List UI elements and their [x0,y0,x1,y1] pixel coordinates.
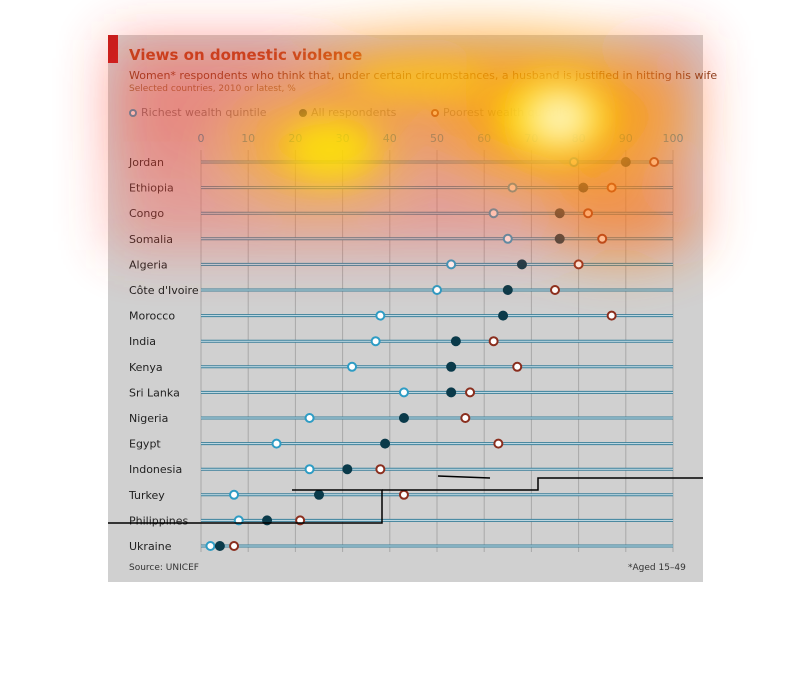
all-point-c-te-d-ivoire [502,285,513,295]
poorest-point-congo [583,208,594,219]
richest-point-nigeria [304,413,315,423]
country-label: Somalia [129,233,173,246]
country-label: Turkey [128,489,165,502]
footnote: *Aged 15–49 [628,563,686,573]
poorest-point-somalia [597,233,608,244]
x-tick-label: 30 [336,132,350,145]
all-point-india [450,336,461,347]
richest-point-india [370,336,381,347]
richest-point-algeria [446,259,457,270]
richest-point-indonesia [304,464,315,475]
x-tick-label: 40 [383,132,397,145]
poorest-point-sri-lanka [465,387,476,398]
poorest-point-kenya [512,361,523,372]
richest-point-ethiopia [507,182,518,193]
x-tick-label: 20 [288,132,302,145]
poorest-point-turkey [398,489,409,500]
all-point-congo [554,208,565,219]
country-label: Côte d'Ivoire [129,284,199,297]
richest-point-philippines [233,515,244,526]
all-point-philippines [262,515,273,526]
all-point-morocco [498,310,509,321]
poorest-point-philippines [295,515,306,526]
source-note: Source: UNICEF [129,563,199,573]
richest-point-sri-lanka [398,387,409,398]
country-label: Philippines [129,514,189,527]
x-tick-label: 50 [430,132,444,145]
x-tick-label: 0 [198,132,205,145]
x-tick-label: 90 [619,132,633,145]
country-label: Morocco [129,310,175,323]
country-label: Indonesia [129,463,182,476]
richest-point-somalia [502,233,513,244]
poorest-point-jordan [649,157,660,167]
richest-point-c-te-d-ivoire [432,285,442,295]
poorest-point-ethiopia [606,182,617,193]
poorest-point-nigeria [460,413,471,423]
x-tick-label: 80 [572,132,586,145]
all-point-ukraine [214,541,225,551]
poorest-point-morocco [606,310,617,321]
all-point-ethiopia [578,182,589,193]
x-tick-label: 60 [477,132,491,145]
country-label: Ethiopia [129,182,174,195]
country-label: India [129,335,156,348]
richest-point-morocco [375,310,386,321]
all-point-turkey [314,489,324,500]
poorest-point-algeria [573,259,584,270]
poorest-point-ukraine [229,541,240,551]
x-tick-label: 10 [241,132,255,145]
poorest-point-indonesia [375,464,386,475]
country-label: Congo [129,207,164,220]
x-tick-label: 70 [524,132,538,145]
all-point-somalia [554,233,565,244]
country-label: Sri Lanka [129,386,180,399]
country-label: Nigeria [129,412,168,425]
country-label: Algeria [129,258,168,271]
poorest-point-india [488,336,499,347]
richest-point-jordan [568,157,579,167]
country-label: Ukraine [129,540,172,553]
richest-point-kenya [347,361,358,372]
poorest-point-c-te-d-ivoire [550,285,560,295]
all-point-sri-lanka [446,387,457,398]
richest-point-congo [488,208,499,219]
all-point-algeria [516,259,527,270]
country-label: Kenya [129,361,163,374]
all-point-nigeria [398,413,409,423]
all-point-kenya [446,361,457,372]
x-tick-label: 100 [663,132,684,145]
all-point-egypt [380,438,391,449]
poorest-point-egypt [493,438,504,449]
all-point-jordan [620,157,631,167]
richest-point-ukraine [205,541,216,551]
country-label: Jordan [128,156,164,169]
richest-point-egypt [271,438,282,449]
all-point-indonesia [342,464,353,475]
country-label: Egypt [129,438,161,451]
richest-point-turkey [229,489,240,500]
